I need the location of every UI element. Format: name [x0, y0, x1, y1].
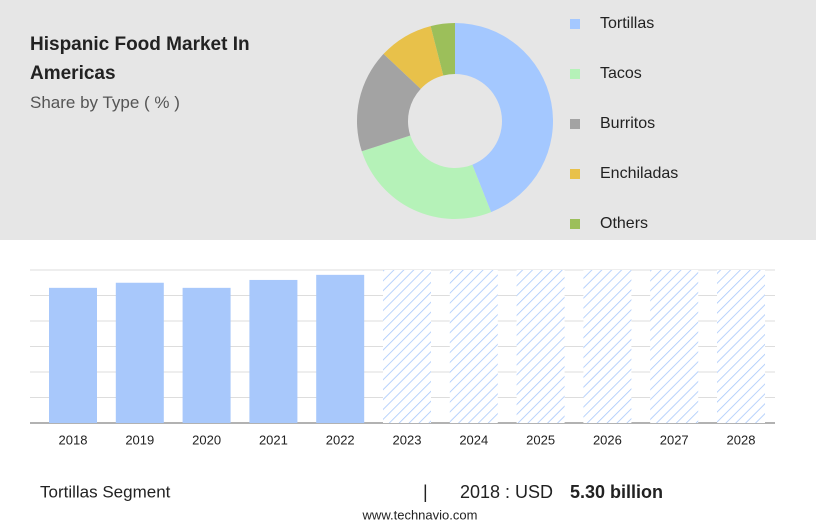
- legend-swatch: [570, 219, 580, 229]
- footer-segment: Tortillas Segment: [40, 482, 171, 501]
- bar: [115, 282, 164, 423]
- chart-title: Hispanic Food Market In Americas: [30, 34, 250, 84]
- x-tick-label: 2023: [393, 432, 422, 447]
- donut-slice: [430, 23, 455, 76]
- x-tick-label: 2026: [593, 432, 622, 447]
- legend-swatch: [570, 69, 580, 79]
- chart-subtitle: Share by Type ( % ): [30, 93, 180, 112]
- forecast-placeholder: [717, 270, 765, 423]
- x-tick-label: 2022: [326, 432, 355, 447]
- footer-year: 2018 : USD: [460, 482, 553, 502]
- separator: |: [423, 482, 428, 502]
- donut-slice: [357, 53, 421, 152]
- x-tick-label: 2025: [526, 432, 555, 447]
- x-tick-label: 2018: [59, 432, 88, 447]
- bar: [182, 287, 231, 423]
- footer-value: 5.30 billion: [570, 482, 663, 502]
- bar: [316, 274, 365, 423]
- legend-swatch: [570, 169, 580, 179]
- forecast-placeholder: [583, 270, 632, 423]
- legend-label: Burritos: [600, 115, 655, 132]
- source: www.technavio.com: [362, 507, 478, 522]
- x-tick-label: 2028: [727, 432, 756, 447]
- legend-label: Tortillas: [600, 15, 654, 32]
- forecast-placeholder: [650, 270, 699, 423]
- legend-label: Tacos: [600, 65, 642, 82]
- donut-slice: [383, 26, 444, 89]
- x-tick-label: 2021: [259, 432, 288, 447]
- legend-swatch: [570, 119, 580, 129]
- x-tick-label: 2020: [192, 432, 221, 447]
- x-tick-label: 2024: [459, 432, 488, 447]
- donut-slice: [455, 23, 554, 213]
- forecast-placeholder: [516, 270, 565, 423]
- forecast-placeholder: [383, 270, 431, 423]
- bar: [49, 287, 97, 423]
- legend-label: Others: [600, 215, 648, 232]
- donut-slice: [361, 135, 492, 220]
- legend-swatch: [570, 19, 580, 29]
- bar: [249, 279, 298, 423]
- forecast-placeholder: [449, 270, 498, 423]
- x-tick-label: 2019: [125, 432, 154, 447]
- legend-label: Enchiladas: [600, 165, 678, 182]
- x-tick-label: 2027: [660, 432, 689, 447]
